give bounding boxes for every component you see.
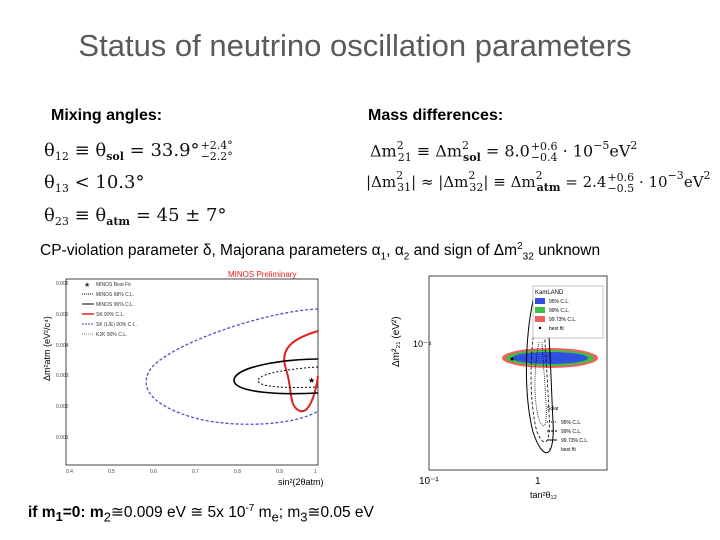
- kamland-legend-entry: 95% C.L.: [549, 299, 570, 305]
- kamland-xlabel: tan²θ₁₂: [530, 490, 558, 500]
- kamland-xtick: 10⁻¹: [419, 476, 439, 487]
- xtick-label: 0.9: [276, 469, 283, 475]
- minos-preliminary-label: MINOS Preliminary: [228, 271, 296, 279]
- ytick-label: 0.001: [56, 435, 69, 441]
- dm21-formula: Δm221 ≡ Δm2sol = 8.0+0.6 −0.4 · 10−5eV2: [370, 138, 638, 164]
- legend-entry: K2K 90% C.L.: [96, 332, 127, 338]
- minos-best-fit-marker: ★: [308, 376, 315, 385]
- solar-legend-entry: best fit: [561, 447, 576, 453]
- xtick-label: 0.4: [66, 469, 73, 475]
- bottom-line: if m1=0: m2≅0.009 eV ≅ 5x 10-7 me; m3≅0.…: [28, 503, 374, 525]
- ytick-label: 0.002: [56, 404, 69, 410]
- theta13-formula: θ13 < 10.3°: [44, 172, 145, 195]
- ytick-label: 0.005: [56, 312, 69, 318]
- mass-differences-header: Mass differences:: [368, 107, 504, 124]
- kamland-legend-entry: 99.73% C.L.: [549, 317, 577, 323]
- ytick-label: 0.003: [56, 373, 69, 379]
- legend-entry: SK (L/E) 90% C.L.: [96, 322, 137, 328]
- kamland-legend-entry: best fit: [549, 326, 564, 332]
- solar-best-fit-marker: *: [549, 448, 551, 454]
- ytick-label: 0.004: [56, 343, 69, 349]
- solar-legend-entry: 99.73% C.L.: [561, 438, 589, 444]
- solar-9973-contour: [525, 291, 554, 453]
- xtick-label: 0.6: [150, 469, 157, 475]
- kamland-solar-plot: Δm²₂₁ (eV²) 10⁻⁴ 10⁻¹ 1 tan²θ₁₂ KamLAND …: [391, 275, 608, 500]
- minos-plot-frame: [65, 278, 319, 466]
- kamland-xtick: 1: [535, 476, 541, 487]
- kamland-ytick: 10⁻⁴: [413, 339, 432, 349]
- legend-star: ★: [84, 281, 90, 289]
- theta12-formula: θ12 ≡ θsol = 33.9°+2.4° −2.2°: [44, 139, 233, 163]
- xtick-label: 0.8: [234, 469, 241, 475]
- solar-legend-entry: 95% C.L.: [561, 420, 582, 426]
- solar-95-contour: [534, 341, 547, 427]
- ytick-label: 0.006: [56, 281, 69, 287]
- xtick-label: 1: [314, 469, 317, 475]
- kamland-legend-entry: 99% C.L.: [549, 308, 570, 314]
- legend-entry: MINOS 90% C.L.: [96, 302, 134, 308]
- solar-legend-entry: 99% C.L.: [561, 429, 582, 435]
- xtick-label: 0.7: [192, 469, 199, 475]
- solar-99-contour: [530, 311, 550, 443]
- theta23-formula: θ23 ≡ θatm = 45 ± 7°: [44, 205, 227, 228]
- xtick-label: 0.5: [108, 469, 115, 475]
- kamland-best-fit: [510, 357, 514, 361]
- solar-title: Solar: [547, 406, 559, 412]
- minos-90-contour: [233, 358, 319, 395]
- cp-violation-line: CP-violation parameter δ, Majorana param…: [40, 241, 601, 263]
- legend-entry: MINOS 68% C.L.: [96, 292, 134, 298]
- legend-entry: SK 90% C.L.: [96, 312, 125, 318]
- sk-le-contour: [145, 308, 319, 425]
- kamland-legend: KamLAND 95% C.L. 99% C.L. 99.73% C.L. be…: [532, 285, 604, 339]
- minos-ylabel: Δm²atm (eV²/c⁴): [42, 316, 52, 381]
- dm31-formula: |Δm231| ≈ |Δm232| ≡ Δm2atm = 2.4+0.6 −0.5…: [366, 169, 711, 195]
- minos-xlabel: sin²(2θatm): [278, 477, 324, 487]
- legend-entry: MINOS Best Fit: [96, 282, 131, 288]
- mixing-angles-header: Mixing angles:: [51, 107, 163, 124]
- minos-plot: MINOS Preliminary 0.006 0.005 0.004 0.00…: [42, 271, 324, 487]
- solar-legend: Solar 95% C.L. 99% C.L. 99.73% C.L. * be…: [547, 406, 589, 454]
- minos-68-contour: [257, 366, 319, 388]
- kamland-title: KamLAND: [535, 290, 564, 296]
- page-title: Status of neutrino oscillation parameter…: [78, 28, 632, 63]
- minos-legend: ★ MINOS Best Fit MINOS 68% C.L. MINOS 90…: [82, 281, 137, 338]
- kamland-ylabel: Δm²₂₁ (eV²): [391, 316, 402, 367]
